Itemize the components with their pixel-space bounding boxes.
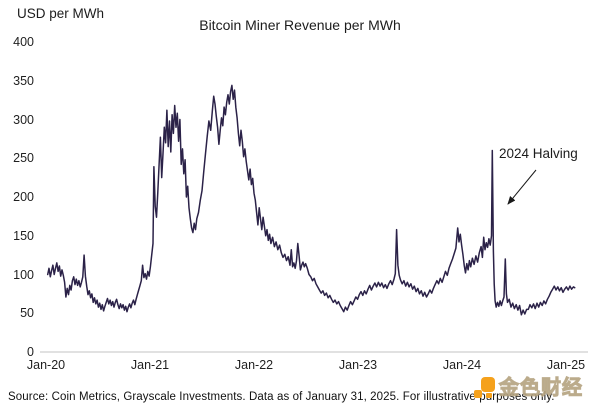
y-tick-label: 200 [13, 190, 34, 204]
revenue-line-series [46, 84, 576, 316]
jinse-logo-icon [474, 377, 496, 400]
y-axis-title: USD per MWh [17, 6, 105, 21]
jinse-watermark: 金色财经 [474, 377, 583, 400]
x-tick-label: Jan-21 [130, 358, 170, 372]
y-tick-label: 0 [27, 345, 34, 359]
y-tick-label: 250 [13, 151, 34, 166]
y-tick-label: 400 [13, 35, 34, 49]
source-note: Source: Coin Metrics, Grayscale Investme… [8, 391, 555, 403]
x-tick-label: Jan-20 [26, 358, 66, 372]
y-tick-label: 100 [13, 267, 34, 282]
halving-annotation-label: 2024 Halving [499, 146, 578, 161]
halving-arrow-icon [507, 169, 537, 205]
y-tick-label: 350 [13, 73, 34, 88]
y-tick-label: 50 [20, 306, 34, 321]
chart-title: Bitcoin Miner Revenue per MWh [199, 17, 401, 33]
x-tick-label: Jan-24 [442, 358, 482, 372]
x-tick-label: Jan-25 [546, 358, 586, 372]
jinse-watermark-text: 金色财经 [499, 377, 583, 400]
x-tick-label: Jan-23 [338, 358, 378, 372]
y-tick-label: 150 [13, 228, 34, 243]
y-tick-label: 300 [13, 112, 34, 127]
x-tick-label: Jan-22 [234, 358, 274, 372]
